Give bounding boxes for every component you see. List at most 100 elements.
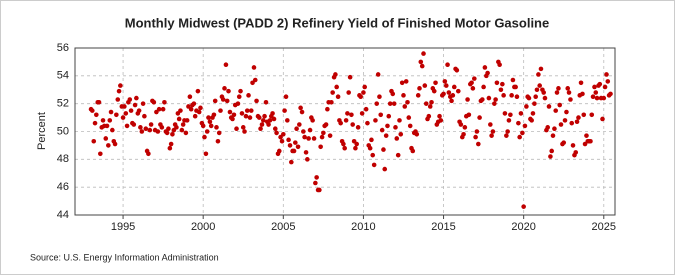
point <box>407 123 413 129</box>
point <box>488 122 493 127</box>
x-tick-label: 2010 <box>351 221 375 233</box>
point <box>529 118 534 123</box>
point <box>127 97 133 102</box>
point <box>406 115 412 120</box>
point <box>260 118 266 123</box>
point <box>454 67 460 73</box>
point <box>390 91 396 97</box>
point <box>318 144 323 150</box>
point <box>480 97 485 102</box>
point <box>211 112 217 118</box>
y-tick-label: 48 <box>57 153 69 165</box>
point <box>494 80 500 86</box>
point <box>522 123 528 129</box>
point <box>319 134 325 140</box>
chart-title: Monthly Midwest (PADD 2) Refinery Yield … <box>125 15 549 30</box>
point <box>168 141 174 147</box>
point <box>402 104 408 109</box>
point <box>281 131 286 137</box>
point <box>469 80 474 86</box>
point <box>498 87 504 93</box>
point <box>170 131 175 137</box>
point <box>387 101 393 106</box>
point <box>263 99 269 105</box>
point <box>429 99 434 105</box>
point <box>285 118 290 123</box>
point <box>218 108 223 113</box>
point <box>557 102 563 108</box>
point <box>128 108 134 113</box>
point <box>361 90 366 95</box>
point <box>354 141 359 147</box>
point <box>114 112 119 118</box>
point <box>123 111 129 116</box>
point <box>493 97 498 102</box>
point <box>584 133 589 138</box>
point <box>421 51 426 56</box>
point <box>160 106 166 112</box>
point <box>203 151 209 157</box>
point <box>138 125 143 130</box>
point <box>371 162 377 168</box>
point <box>244 108 250 113</box>
x-tick-label: 2025 <box>592 221 616 233</box>
point <box>530 111 536 116</box>
point <box>131 122 137 127</box>
point <box>96 99 102 105</box>
point <box>509 93 514 98</box>
point <box>592 84 597 90</box>
point <box>532 101 537 106</box>
point <box>377 94 382 100</box>
point <box>604 72 609 77</box>
plot-area <box>74 47 616 216</box>
point <box>187 94 193 100</box>
point <box>118 83 123 88</box>
point <box>465 97 470 102</box>
point <box>470 86 476 91</box>
point <box>103 136 109 141</box>
point <box>333 72 338 77</box>
point <box>558 122 564 127</box>
point <box>90 108 95 113</box>
point <box>248 108 254 113</box>
point <box>323 122 329 127</box>
point <box>393 125 398 130</box>
point <box>262 113 267 119</box>
point <box>395 152 401 158</box>
point <box>200 123 206 129</box>
point <box>115 97 121 102</box>
point <box>370 152 376 158</box>
point <box>303 150 309 155</box>
point <box>270 111 275 116</box>
point <box>267 118 273 123</box>
point <box>564 109 569 115</box>
point <box>520 130 525 136</box>
point <box>565 86 571 91</box>
point <box>546 104 552 109</box>
point <box>410 148 416 154</box>
y-tick-label: 56 <box>57 42 69 54</box>
point <box>570 143 576 148</box>
point <box>561 140 567 145</box>
point <box>235 101 241 106</box>
point <box>307 127 313 133</box>
point <box>94 112 99 118</box>
point <box>386 113 392 119</box>
point <box>294 126 299 132</box>
point <box>310 118 315 123</box>
point <box>534 87 540 93</box>
point <box>580 91 585 97</box>
point <box>362 84 368 90</box>
point <box>231 112 237 118</box>
point <box>104 123 110 129</box>
point <box>306 136 311 141</box>
point <box>116 88 122 94</box>
point <box>450 93 456 98</box>
point <box>481 84 486 90</box>
point <box>486 95 492 101</box>
point <box>321 130 326 136</box>
point <box>382 166 388 172</box>
point <box>214 125 219 130</box>
point <box>124 123 130 129</box>
point <box>301 129 306 134</box>
